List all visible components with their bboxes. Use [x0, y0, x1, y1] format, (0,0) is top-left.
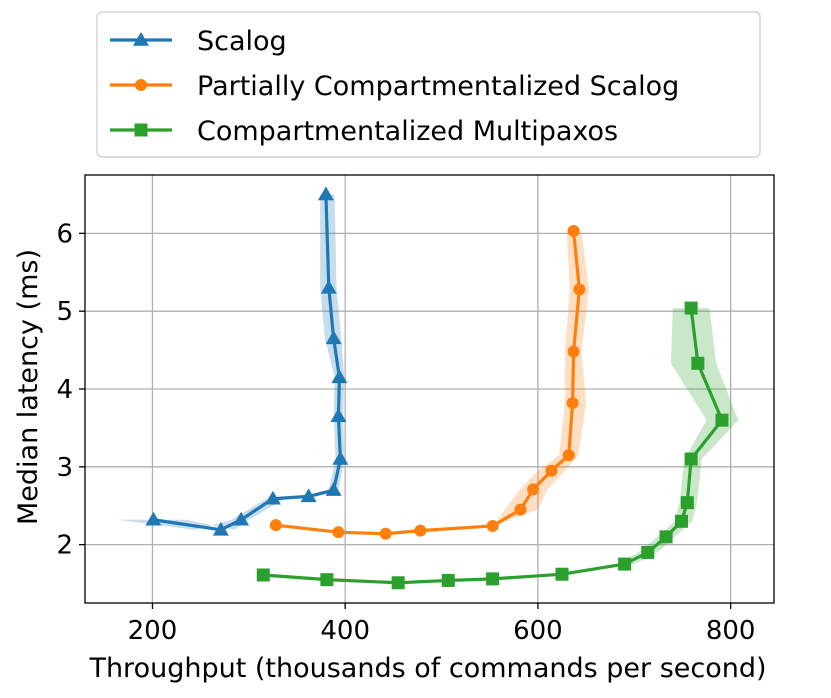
legend-marker-1	[135, 79, 147, 91]
series-point-1	[486, 519, 499, 532]
series-point-2	[618, 557, 632, 571]
series-point-2	[691, 356, 705, 370]
series-point-0	[264, 490, 281, 505]
series-point-2	[674, 514, 688, 528]
series-point-0	[330, 408, 347, 422]
x-axis-title: Throughput (thousands of commands per se…	[88, 653, 766, 684]
series-point-2	[684, 452, 698, 466]
series-point-1	[567, 225, 580, 238]
y-axis-title: Median latency (ms)	[13, 249, 44, 525]
axis-ticks: 200 400 600 800 2 3 4 5 6	[56, 219, 755, 646]
legend-label-0: Scalog	[197, 26, 287, 57]
x-tick-label: 800	[706, 616, 756, 646]
y-tick-label: 5	[56, 297, 73, 327]
series-point-2	[320, 573, 334, 587]
series-markers	[145, 186, 729, 590]
series-point-2	[715, 413, 729, 427]
series-band-0	[116, 194, 345, 530]
series-point-0	[300, 488, 317, 503]
y-tick-label: 3	[56, 453, 73, 483]
series-point-1	[269, 519, 282, 532]
series-point-1	[332, 526, 345, 539]
series-point-1	[562, 449, 575, 462]
legend-label-1: Partially Compartmentalized Scalog	[197, 71, 679, 102]
series-point-2	[256, 568, 270, 582]
series-point-1	[527, 483, 540, 496]
legend-frame	[96, 11, 761, 158]
series-point-0	[331, 369, 348, 384]
plot-area	[84, 174, 775, 604]
series-point-2	[641, 545, 655, 559]
y-tick-label: 2	[56, 531, 73, 561]
series-point-0	[332, 451, 349, 465]
series-point-2	[555, 567, 569, 581]
series-band-2	[263, 308, 739, 583]
series-point-0	[325, 330, 342, 345]
series-point-2	[391, 576, 405, 590]
y-tick-label: 6	[56, 219, 73, 249]
legend: Scalog Partially Compartmentalized Scalog…	[96, 11, 761, 158]
series-point-0	[320, 279, 337, 294]
series-point-2	[684, 301, 698, 315]
series-point-0	[233, 511, 250, 526]
series-point-1	[545, 464, 558, 477]
series-point-1	[573, 283, 586, 296]
x-tick-label: 600	[513, 616, 563, 646]
series-point-2	[680, 496, 694, 510]
legend-marker-2	[134, 123, 148, 137]
series-point-2	[659, 530, 673, 544]
grid	[85, 175, 774, 603]
confidence-bands	[116, 194, 739, 583]
series-point-0	[317, 186, 334, 201]
series-point-0	[325, 482, 342, 496]
legend-label-2: Compartmentalized Multipaxos	[197, 116, 618, 147]
y-tick-label: 4	[56, 375, 73, 405]
series-point-1	[379, 527, 392, 540]
series-point-2	[441, 573, 455, 587]
series-point-2	[486, 572, 500, 586]
legend-marker-0	[133, 32, 149, 46]
series-point-1	[566, 397, 579, 410]
x-tick-label: 200	[128, 616, 178, 646]
legend-items: Scalog Partially Compartmentalized Scalog…	[110, 26, 679, 147]
x-tick-label: 400	[320, 616, 370, 646]
series-point-1	[567, 345, 580, 358]
series-point-0	[212, 521, 229, 536]
series-point-0	[145, 511, 162, 526]
series-point-1	[414, 524, 427, 537]
series-point-1	[514, 503, 527, 516]
